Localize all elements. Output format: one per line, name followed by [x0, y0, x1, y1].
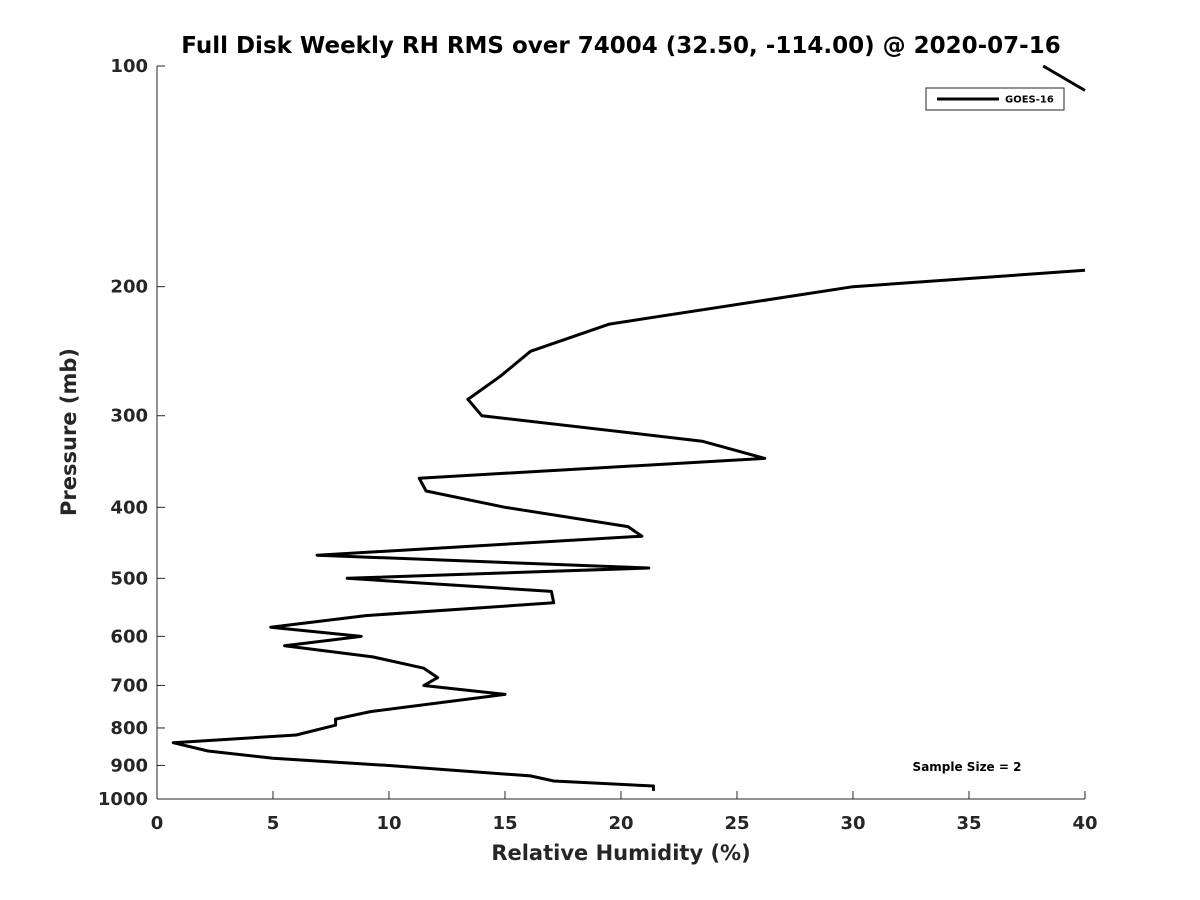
y-tick-label: 500 [110, 568, 148, 589]
y-tick-label: 800 [110, 718, 148, 739]
series-line-top-segment [1042, 64, 1086, 92]
legend-label-goes-16: GOES-16 [1005, 95, 1054, 106]
x-tick-label: 30 [840, 813, 865, 834]
chart-title: Full Disk Weekly RH RMS over 74004 (32.5… [181, 33, 1060, 59]
y-tick-label: 400 [110, 497, 148, 518]
x-axis-ticks: 0 5 10 15 20 25 30 35 40 [151, 791, 1098, 834]
series-line-goes-16 [171, 268, 1086, 791]
x-tick-label: 15 [492, 813, 517, 834]
x-tick-label: 25 [724, 813, 749, 834]
x-tick-label: 5 [267, 813, 280, 834]
y-axis-ticks: 100 200 300 400 500 600 700 800 900 1000 [98, 56, 165, 810]
x-tick-label: 35 [956, 813, 981, 834]
y-tick-label: 700 [110, 675, 148, 696]
y-tick-label: 900 [110, 755, 148, 776]
x-tick-label: 10 [376, 813, 401, 834]
x-tick-label: 20 [608, 813, 633, 834]
x-tick-label: 40 [1072, 813, 1097, 834]
x-tick-label: 0 [151, 813, 164, 834]
data-series [171, 64, 1086, 791]
legend: GOES-16 [925, 87, 1065, 111]
sample-size-annotation: Sample Size = 2 [913, 760, 1022, 774]
y-tick-label: 300 [110, 406, 148, 427]
y-axis-title: Pressure (mb) [57, 348, 81, 516]
y-tick-label: 100 [110, 56, 148, 77]
y-tick-label: 600 [110, 626, 148, 647]
y-tick-label: 200 [110, 277, 148, 298]
y-tick-label: 1000 [98, 789, 148, 810]
x-axis-title: Relative Humidity (%) [491, 841, 750, 865]
